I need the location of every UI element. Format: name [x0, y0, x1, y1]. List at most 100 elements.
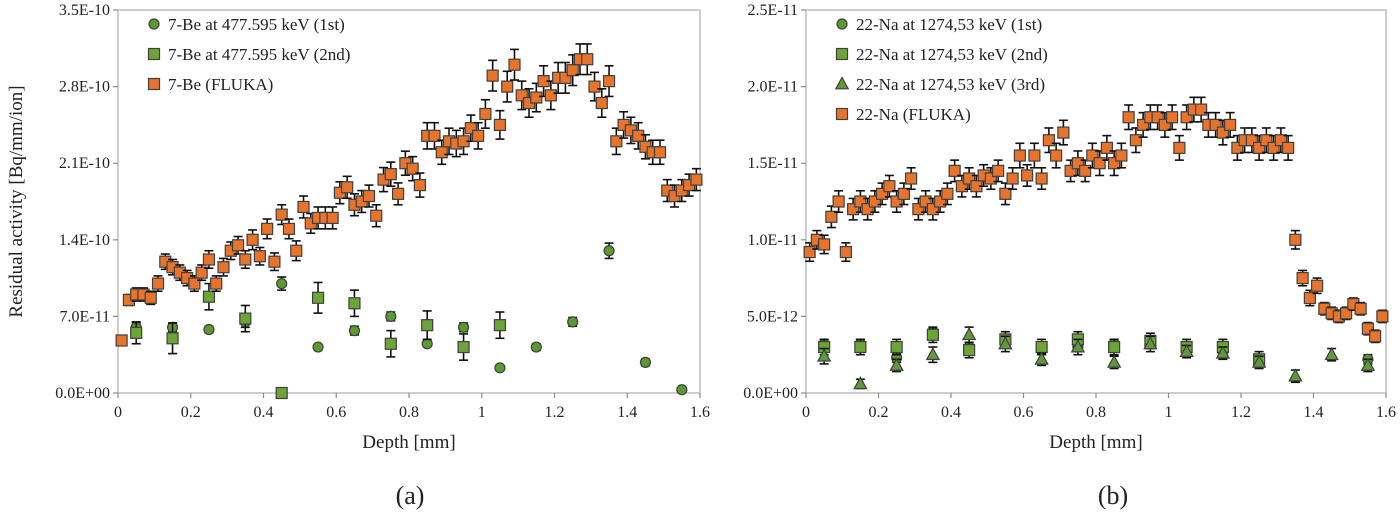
data-point — [1231, 141, 1244, 154]
y-tick-label: 3.5E-10 — [59, 2, 110, 19]
series-0 — [130, 242, 688, 396]
series-3 — [803, 96, 1389, 344]
data-point — [479, 107, 492, 121]
data-point — [1050, 149, 1063, 162]
data-point — [1129, 134, 1142, 147]
data-point — [588, 80, 601, 93]
data-point — [413, 178, 427, 192]
data-point — [428, 129, 441, 142]
data-point — [1021, 169, 1034, 182]
data-point — [239, 253, 252, 266]
data-point — [384, 337, 397, 350]
data-point — [1324, 346, 1339, 361]
legend-marker — [836, 18, 848, 30]
x-tick-label: 0.8 — [1086, 404, 1106, 421]
data-point — [919, 195, 932, 208]
plot-frame — [117, 9, 701, 394]
data-point — [1173, 141, 1186, 154]
data-point — [889, 357, 904, 371]
data-point — [530, 91, 543, 104]
data-point — [825, 210, 838, 223]
y-tick-label: 2.8E-10 — [59, 79, 110, 96]
x-tick-label: 1 — [478, 404, 486, 421]
data-point — [1376, 310, 1389, 323]
data-point — [1071, 157, 1084, 170]
data-point — [818, 238, 831, 251]
data-point — [839, 245, 852, 259]
data-point — [1180, 111, 1193, 124]
data-point — [992, 164, 1005, 177]
data-point — [1340, 307, 1353, 320]
data-point — [926, 203, 939, 216]
data-point — [925, 346, 941, 361]
data-point — [290, 244, 303, 257]
data-point — [1057, 126, 1070, 139]
data-point — [653, 146, 667, 159]
data-point — [275, 386, 288, 400]
data-point — [941, 187, 954, 200]
legend-entry: 7-Be (FLUKA) — [168, 75, 273, 94]
data-point — [1209, 118, 1222, 132]
data-point — [999, 187, 1012, 200]
data-point — [341, 181, 354, 194]
data-point — [246, 233, 259, 246]
legend-marker — [834, 76, 850, 90]
data-point — [544, 89, 557, 102]
legend-entry: 22-Na at 1274,53 keV (1st) — [856, 15, 1042, 34]
x-tick-label: 0.2 — [181, 404, 201, 421]
y-tick-label: 7.0E-11 — [59, 308, 110, 325]
data-point — [1274, 134, 1287, 147]
data-point — [530, 341, 542, 353]
y-tick-label: 2.1E-10 — [59, 155, 110, 172]
data-point — [897, 187, 910, 200]
data-point — [1006, 172, 1019, 185]
data-point — [559, 71, 572, 84]
data-point — [1013, 149, 1026, 162]
data-point — [1143, 336, 1158, 350]
x-tick-label: 1.6 — [690, 404, 710, 421]
data-point — [493, 319, 507, 332]
x-tick-label: 1.6 — [1376, 404, 1396, 421]
data-point — [1267, 141, 1280, 154]
legend-entry: 7-Be at 477.595 keV (1st) — [168, 15, 345, 34]
data-point — [854, 195, 867, 208]
chart-panel-a: 0.0E+00 7.0E-11 1.4E-10 2.1E-10 2.8E-10 3.5E-… — [6, 2, 710, 510]
data-point — [253, 250, 266, 263]
data-point — [472, 129, 485, 142]
data-point — [464, 122, 477, 135]
legend-marker — [148, 18, 160, 30]
data-point — [261, 222, 274, 235]
data-point — [610, 135, 623, 148]
y-tick-label: 0.0E+00 — [55, 385, 110, 402]
y-tick-label: 1.5E-11 — [747, 155, 798, 172]
x-axis-title: Depth [mm] — [362, 432, 455, 453]
legend: 7-Be at 477.595 keV (1st) 7-Be at 477.595… — [147, 15, 350, 94]
series-2 — [816, 326, 1376, 390]
data-point — [1106, 354, 1122, 368]
data-point — [1251, 354, 1267, 368]
data-point — [268, 255, 281, 268]
data-point — [847, 203, 860, 216]
data-point — [144, 291, 157, 304]
x-tick-label: 1.2 — [545, 404, 565, 421]
data-point — [391, 187, 405, 200]
data-point — [1158, 118, 1171, 132]
data-point — [210, 277, 223, 290]
y-axis-title: Residual activity [Bq/mm/ion] — [6, 85, 27, 317]
data-point — [311, 291, 325, 304]
data-point — [603, 245, 615, 257]
data-point — [1034, 351, 1049, 365]
data-point — [948, 164, 961, 177]
data-point — [581, 53, 594, 66]
y-tick-label: 2.0E-11 — [747, 79, 798, 96]
data-point — [1289, 233, 1302, 246]
x-axis-title: Depth [mm] — [1049, 432, 1142, 453]
data-point — [1115, 149, 1128, 162]
legend-entry: 22-Na (FLUKA) — [856, 105, 971, 124]
data-point — [905, 172, 918, 185]
x-tick-label: 0 — [802, 404, 810, 421]
data-point — [1179, 343, 1194, 358]
data-point — [1064, 164, 1077, 177]
x-tick-label: 1.2 — [1231, 404, 1251, 421]
data-point — [676, 384, 688, 396]
